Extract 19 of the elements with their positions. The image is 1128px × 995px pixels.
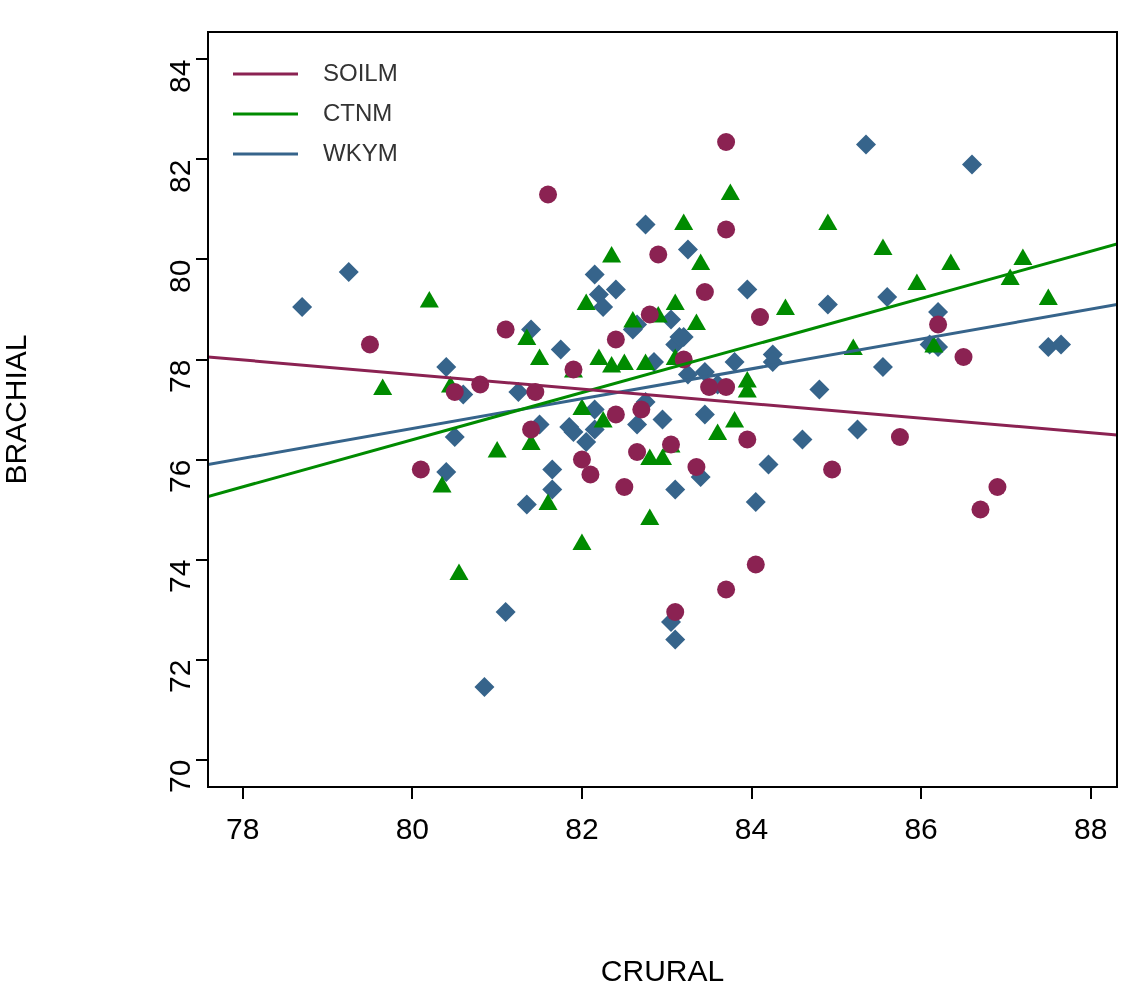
- y-tick-label: 72: [163, 659, 197, 693]
- legend-label: SOILM: [323, 58, 398, 86]
- legend-label: CTNM: [323, 98, 393, 126]
- x-tick-label: 78: [226, 812, 260, 846]
- y-tick-label: 84: [163, 59, 197, 93]
- y-tick-label: 76: [163, 459, 197, 493]
- y-tick-label: 70: [163, 759, 197, 793]
- y-tick-label: 74: [163, 559, 197, 593]
- x-axis-title: CRURAL: [600, 954, 725, 988]
- x-tick-label: 82: [565, 812, 599, 846]
- y-tick-label: 78: [163, 359, 197, 393]
- x-tick-label: 80: [395, 812, 430, 846]
- y-axis-title: BRACHIAL: [0, 334, 33, 485]
- x-tick-label: 88: [1074, 812, 1108, 846]
- x-tick-label: 84: [734, 812, 769, 846]
- y-tick-label: 82: [163, 159, 197, 193]
- x-tick-label: 86: [904, 812, 938, 846]
- y-tick-label: 80: [163, 259, 197, 293]
- legend-label: WKYM: [323, 138, 398, 166]
